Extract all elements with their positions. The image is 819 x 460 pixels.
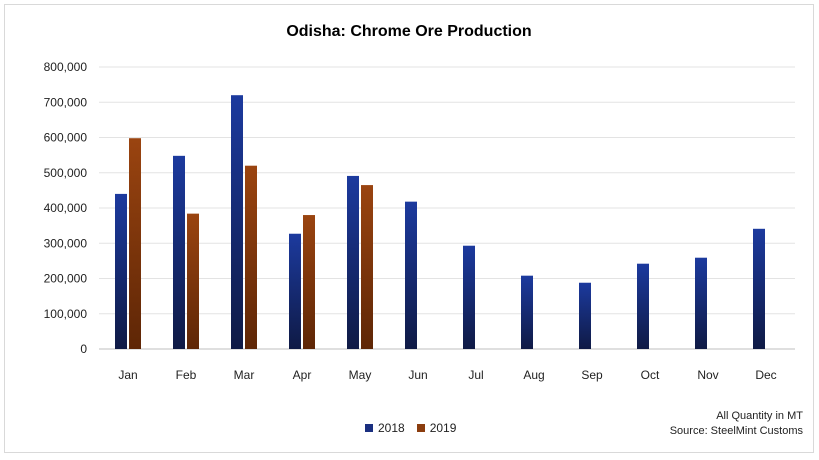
bar-2018-jan: [115, 193, 127, 349]
y-tick-label: 200,000: [44, 272, 88, 286]
legend-swatch-2018: [365, 424, 373, 432]
source-note: Source: SteelMint Customs: [669, 425, 803, 437]
bar-2018-may: [347, 175, 359, 349]
x-tick-label-jun: Jun: [408, 368, 427, 382]
chart-plot: 0 100,000 200,000 300,000 400,000 500,000 600,…: [44, 60, 795, 382]
legend: 2018 2019: [365, 421, 456, 435]
bar-2019-apr: [303, 215, 315, 349]
bar-2019-jan: [129, 138, 141, 349]
bar-2018-apr: [289, 233, 301, 349]
x-tick-label-mar: Mar: [234, 368, 255, 382]
bars: [115, 95, 765, 349]
y-tick-label: 300,000: [44, 236, 88, 250]
y-tick-label: 400,000: [44, 201, 88, 215]
bar-2019-may: [361, 185, 373, 349]
bar-2019-mar: [245, 165, 257, 349]
bar-2018-jul: [463, 245, 475, 349]
x-tick-label-jul: Jul: [468, 368, 483, 382]
bar-2018-dec: [753, 228, 765, 349]
y-tick-label: 500,000: [44, 166, 88, 180]
bar-2018-feb: [173, 155, 185, 349]
bar-2019-feb: [187, 213, 199, 349]
bar-2018-sep: [579, 282, 591, 349]
chart-frame: Odisha: Chrome Ore Production 0 100,000 20…: [4, 4, 814, 453]
bar-2018-nov: [695, 257, 707, 349]
bar-2018-mar: [231, 95, 243, 349]
x-tick-label-apr: Apr: [293, 368, 312, 382]
chart-notes: All Quantity in MT Source: SteelMint Cus…: [670, 409, 803, 439]
x-axis-ticks: Jan Feb Mar Apr May Jun Jul Aug Sep Oct Nov Dec: [118, 368, 776, 382]
y-tick-label: 600,000: [44, 131, 88, 145]
y-axis-ticks: 0 100,000 200,000 300,000 400,000 500,000 600,…: [44, 60, 88, 356]
bar-2018-jun: [405, 201, 417, 349]
x-tick-label-may: May: [349, 368, 372, 382]
x-tick-label-sep: Sep: [581, 368, 603, 382]
y-tick-label: 800,000: [44, 60, 88, 74]
bar-2018-aug: [521, 275, 533, 349]
legend-swatch-2019: [416, 424, 425, 432]
x-tick-label-oct: Oct: [641, 368, 660, 382]
legend-item-2018: 2018: [365, 421, 405, 435]
x-tick-label-dec: Dec: [755, 368, 776, 382]
x-tick-label-feb: Feb: [176, 368, 197, 382]
legend-label-2019: 2019: [429, 421, 457, 435]
quantity-note: All Quantity in MT: [716, 410, 803, 422]
x-tick-label-jan: Jan: [118, 368, 137, 382]
legend-label-2018: 2018: [378, 421, 405, 435]
y-tick-label: 100,000: [44, 307, 88, 321]
legend-item-2019: 2019: [416, 421, 457, 435]
bar-2018-oct: [637, 263, 649, 349]
x-tick-label-aug: Aug: [523, 368, 544, 382]
x-tick-label-nov: Nov: [697, 368, 718, 382]
gridlines: [99, 66, 795, 350]
y-tick-label: 0: [80, 342, 87, 356]
y-tick-label: 700,000: [44, 95, 88, 109]
chart-title: Odisha: Chrome Ore Production: [286, 23, 532, 40]
